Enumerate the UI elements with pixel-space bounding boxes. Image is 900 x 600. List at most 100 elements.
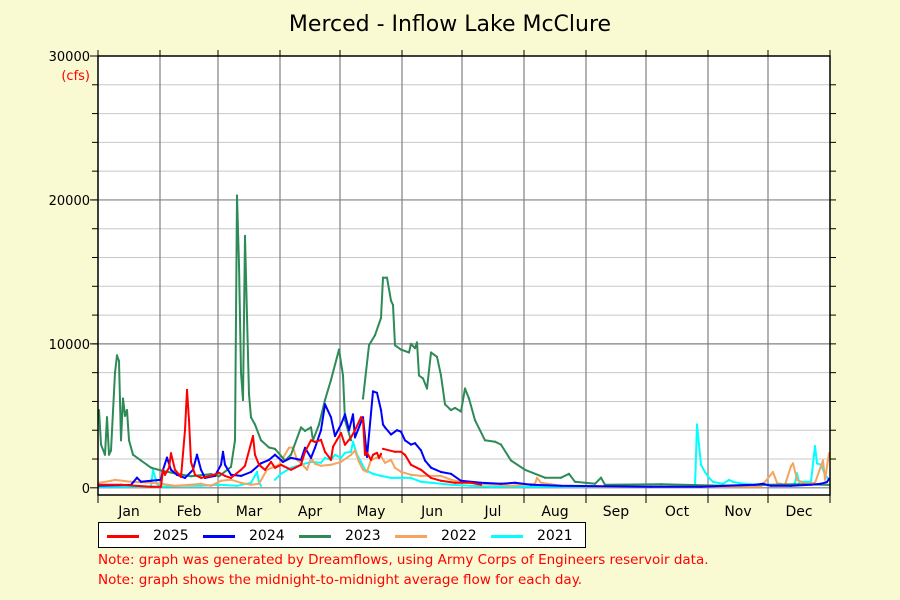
data-point-2023	[567, 472, 571, 475]
x-tick-label: Jun	[420, 504, 443, 520]
data-point-2023	[337, 348, 341, 351]
data-point-2024	[459, 479, 463, 482]
data-point-2021	[699, 463, 703, 466]
data-point-2025	[303, 450, 307, 453]
data-point-2024	[381, 423, 385, 426]
data-point-2021	[489, 485, 493, 488]
data-point-2023	[399, 348, 403, 351]
data-point-2022	[409, 473, 413, 476]
data-point-2023	[149, 466, 153, 469]
data-point-2025	[223, 474, 227, 477]
data-point-2025	[289, 468, 293, 471]
data-point-2024	[281, 460, 285, 463]
data-point-2025	[469, 481, 473, 484]
data-point-2023	[115, 354, 119, 357]
y-tick-label: 10000	[49, 338, 90, 353]
data-point-2021	[279, 472, 283, 475]
x-tick-label: Nov	[724, 504, 751, 520]
data-point-2021	[289, 466, 293, 469]
data-point-2025	[399, 450, 403, 453]
data-point-2021	[703, 470, 707, 474]
legend-label: 2021	[537, 528, 573, 544]
data-point-2022	[109, 479, 113, 482]
data-point-2022	[129, 480, 133, 483]
data-point-2025	[209, 474, 213, 477]
data-point-2024	[365, 455, 369, 458]
data-point-2025	[393, 450, 397, 453]
data-point-2023	[273, 447, 277, 451]
data-point-2021	[429, 481, 433, 484]
note-data-source: Note: graph was generated by Dreamflows,…	[98, 552, 709, 568]
data-point-2024	[183, 476, 187, 479]
data-point-2023	[435, 355, 439, 358]
data-point-2023	[99, 443, 103, 446]
data-point-2025	[239, 468, 243, 471]
data-point-2023	[361, 397, 365, 400]
data-point-2021	[815, 462, 819, 465]
data-point-2021	[255, 470, 259, 474]
data-point-2024	[319, 429, 323, 432]
data-point-2022	[329, 463, 333, 466]
data-point-2024	[267, 458, 271, 461]
data-point-2022	[419, 474, 423, 477]
data-point-2023	[599, 476, 603, 479]
data-point-2025	[353, 429, 357, 432]
data-point-2025	[169, 452, 173, 455]
data-point-2024	[529, 483, 533, 486]
data-point-2023	[229, 465, 233, 469]
data-point-2024	[351, 413, 355, 416]
chart-title: Merced - Inflow Lake McClure	[288, 12, 612, 37]
data-point-2025	[253, 453, 257, 456]
x-tick-label: May	[357, 504, 386, 520]
legend-swatch	[395, 535, 427, 538]
x-tick-label: Apr	[298, 504, 322, 520]
data-point-2025	[369, 458, 373, 461]
data-point-2021	[319, 461, 323, 464]
data-point-2024	[413, 442, 417, 445]
data-point-2024	[379, 408, 383, 412]
data-point-2022	[789, 465, 793, 468]
data-point-2024	[221, 450, 225, 453]
data-point-2024	[339, 423, 343, 426]
data-point-2022	[449, 478, 453, 481]
data-point-2024	[409, 443, 413, 446]
legend-swatch	[491, 535, 523, 538]
data-point-2023	[109, 449, 113, 452]
data-point-2023	[123, 414, 127, 417]
data-point-2024	[513, 481, 517, 484]
data-point-2022	[287, 446, 291, 449]
data-point-2024	[343, 413, 347, 416]
data-point-2023	[247, 393, 251, 396]
data-point-2021	[259, 484, 263, 487]
data-point-2022	[257, 482, 261, 485]
data-point-2022	[319, 464, 323, 467]
legend-label: 2024	[249, 528, 285, 544]
data-point-2024	[309, 456, 313, 459]
data-point-2023	[341, 374, 345, 377]
data-point-2022	[759, 485, 763, 488]
data-point-2022	[249, 483, 253, 486]
data-point-2022	[219, 479, 223, 482]
data-point-2022	[399, 470, 403, 473]
data-point-2023	[443, 403, 447, 406]
data-point-2023	[249, 416, 253, 419]
data-point-2025	[243, 464, 247, 467]
data-point-2024	[165, 456, 169, 459]
data-point-2021	[711, 480, 715, 483]
data-point-2023	[385, 276, 389, 279]
data-point-2024	[825, 480, 829, 484]
data-point-2025	[349, 436, 353, 439]
data-point-2025	[173, 468, 177, 471]
data-point-2023	[125, 408, 129, 412]
data-point-2025	[229, 476, 233, 479]
data-point-2021	[217, 483, 221, 486]
data-point-2022	[509, 484, 513, 487]
data-point-2025	[279, 463, 283, 466]
data-point-2023	[483, 439, 487, 442]
data-point-2022	[535, 476, 539, 479]
data-point-2023	[373, 334, 377, 337]
y-axis-unit-label: (cfs)	[61, 69, 90, 84]
data-point-2022	[393, 466, 397, 469]
series-line-2022	[98, 446, 830, 488]
data-point-2025	[323, 450, 327, 453]
